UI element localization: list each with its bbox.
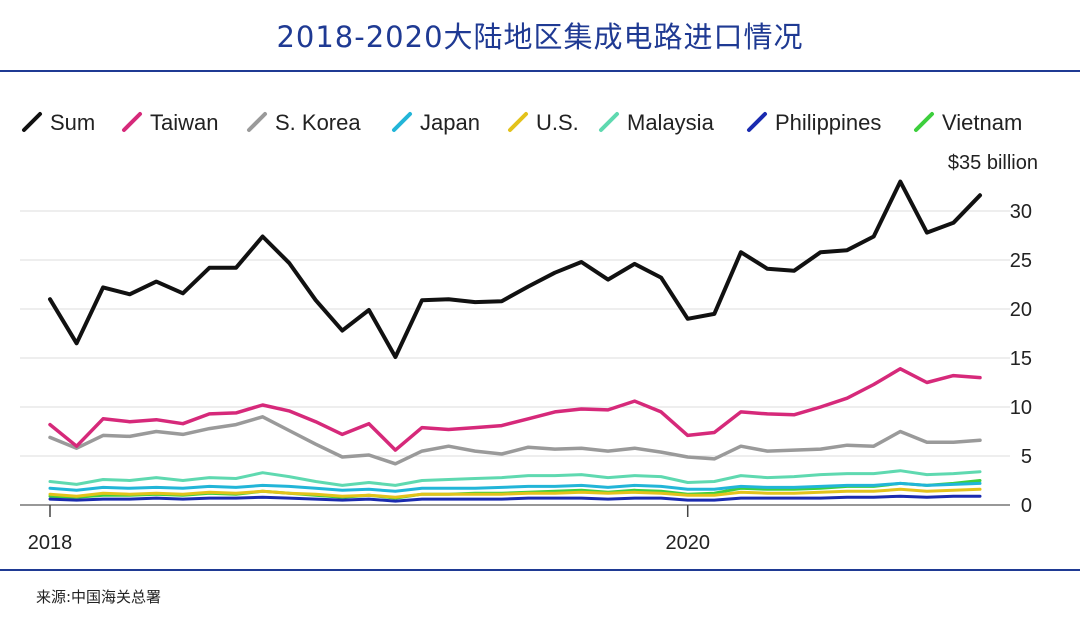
series-line-japan [48, 481, 982, 493]
y-tick-label: 15 [1010, 348, 1032, 370]
legend-label: Japan [420, 110, 480, 135]
y-tick-label: 0 [1021, 495, 1032, 517]
legend-label: Vietnam [942, 110, 1022, 135]
page-title: 2018-2020大陆地区集成电路进口情况 [276, 20, 804, 54]
legend-label: Sum [50, 110, 95, 135]
source-note: 来源:中国海关总署 [36, 588, 162, 606]
chart-gridlines [20, 210, 1010, 506]
x-axis: 2018 2020 [28, 505, 710, 554]
line-chart: Sum Taiwan S. Korea Japan U.S. Malaysia Philip… [20, 110, 1038, 554]
footer-divider [0, 569, 1080, 571]
legend-swatch [122, 112, 142, 132]
y-tick-label: $35 billion [948, 152, 1038, 174]
legend-swatch [508, 112, 528, 132]
legend-swatch [747, 112, 767, 132]
y-tick-label: 5 [1021, 446, 1032, 468]
legend-label: Malaysia [627, 110, 715, 135]
y-tick-label: 30 [1010, 201, 1032, 223]
legend-swatch [22, 112, 42, 132]
y-tick-label: 20 [1010, 299, 1032, 321]
x-tick-label: 2018 [28, 532, 73, 554]
y-axis: 0 5 10 15 20 25 30 $35 billion [948, 152, 1038, 517]
series-line-malaysia [48, 469, 982, 487]
legend-label: Taiwan [150, 110, 218, 135]
title-divider [0, 70, 1080, 72]
series-line-taiwan [48, 367, 982, 452]
chart-series [48, 179, 982, 503]
chart-legend: Sum Taiwan S. Korea Japan U.S. Malaysia Philip… [22, 110, 1022, 135]
series-line-u-s- [48, 487, 982, 499]
legend-label: S. Korea [275, 110, 361, 135]
x-tick-label: 2020 [665, 532, 710, 554]
series-line-s-korea [48, 415, 982, 466]
y-tick-label: 10 [1010, 397, 1032, 419]
series-line-sum [48, 179, 982, 359]
y-tick-label: 25 [1010, 250, 1032, 272]
series-line-philippines [48, 494, 982, 503]
legend-swatch [247, 112, 267, 132]
legend-swatch [914, 112, 934, 132]
legend-swatch [599, 112, 619, 132]
legend-label: U.S. [536, 110, 579, 135]
legend-swatch [392, 112, 412, 132]
legend-label: Philippines [775, 110, 881, 135]
